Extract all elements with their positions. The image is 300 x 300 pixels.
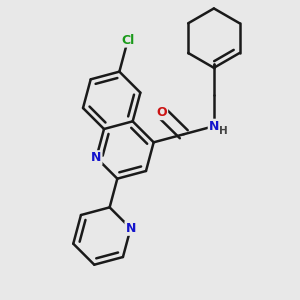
Text: O: O bbox=[157, 106, 167, 119]
Text: N: N bbox=[91, 151, 101, 164]
Text: N: N bbox=[209, 120, 219, 133]
Text: N: N bbox=[125, 222, 136, 235]
Text: H: H bbox=[219, 126, 228, 136]
Text: Cl: Cl bbox=[121, 34, 134, 46]
